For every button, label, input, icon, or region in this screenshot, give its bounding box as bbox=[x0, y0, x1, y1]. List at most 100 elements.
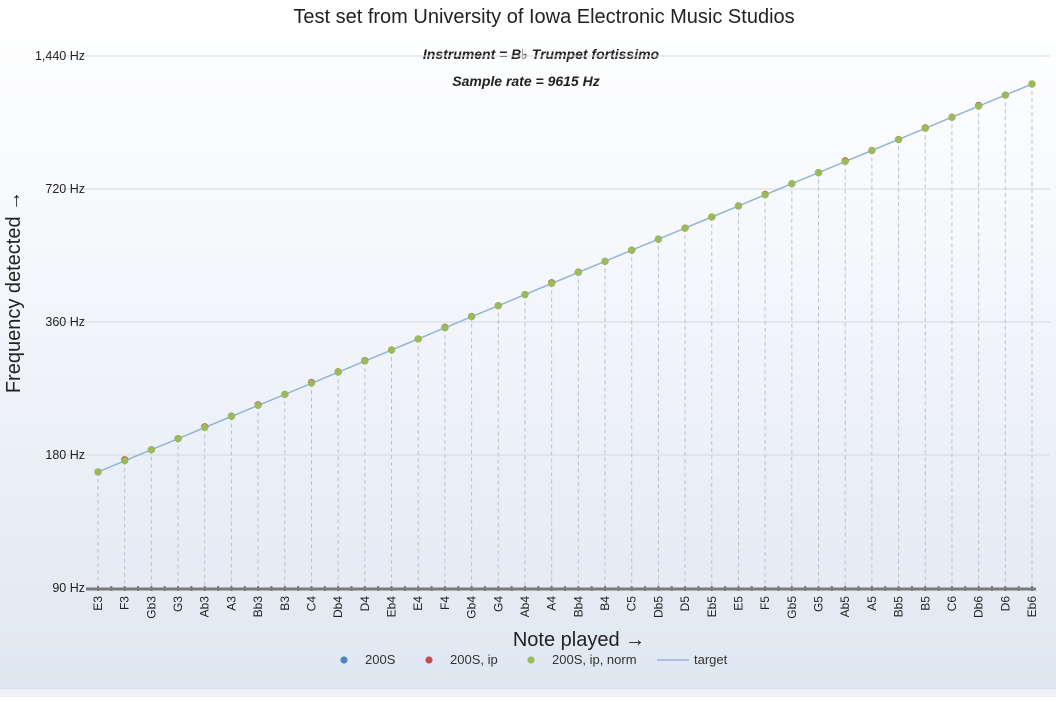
x-tick-label-8: C4 bbox=[304, 596, 318, 612]
point-series-2-0 bbox=[94, 468, 102, 476]
point-series-2-12 bbox=[414, 335, 422, 343]
point-series-2-7 bbox=[281, 390, 289, 398]
x-tick-label-18: Bb4 bbox=[571, 596, 585, 618]
x-tick-label-1: F3 bbox=[118, 596, 132, 610]
legend-marker-0 bbox=[340, 656, 348, 664]
legend-marker-1 bbox=[425, 656, 433, 664]
x-tick-label-16: Ab4 bbox=[518, 596, 532, 618]
point-series-2-15 bbox=[494, 302, 502, 310]
x-tick-label-32: C6 bbox=[945, 596, 959, 612]
point-series-2-26 bbox=[788, 180, 796, 188]
x-tick-label-17: A4 bbox=[545, 596, 559, 611]
x-tick-label-4: Ab3 bbox=[198, 596, 212, 618]
x-tick-label-13: F4 bbox=[438, 596, 452, 610]
chart-title: Test set from University of Iowa Electro… bbox=[293, 6, 794, 28]
y-axis-title: Frequency detected → bbox=[3, 191, 25, 393]
legend-label-0: 200S bbox=[365, 652, 396, 667]
x-tick-label-14: Gb4 bbox=[465, 596, 479, 619]
point-series-2-35 bbox=[1028, 80, 1036, 88]
x-tick-label-26: Gb5 bbox=[785, 596, 799, 619]
y-tick-label-4: 1,440 Hz bbox=[35, 49, 85, 63]
x-tick-label-35: Eb6 bbox=[1025, 596, 1039, 618]
x-tick-label-3: G3 bbox=[171, 596, 185, 612]
x-tick-label-25: F5 bbox=[758, 596, 772, 610]
x-tick-label-5: A3 bbox=[224, 596, 238, 611]
point-series-2-4 bbox=[201, 423, 209, 432]
x-tick-label-34: D6 bbox=[998, 596, 1012, 612]
x-tick-label-28: Ab5 bbox=[838, 596, 852, 618]
y-tick-label-2: 360 Hz bbox=[45, 315, 85, 329]
drop-lines bbox=[97, 83, 1033, 588]
series-line-target bbox=[97, 83, 1033, 473]
y-tick-label-3: 720 Hz bbox=[45, 182, 85, 196]
point-series-2-10 bbox=[361, 357, 369, 365]
x-tick-label-33: Db6 bbox=[972, 596, 986, 618]
point-series-2-27 bbox=[814, 169, 823, 177]
legend-label-1: 200S, ip bbox=[450, 652, 498, 667]
point-series-2-13 bbox=[441, 324, 449, 332]
x-tick-label-12: E4 bbox=[411, 596, 425, 611]
legend-label-3: target bbox=[694, 652, 728, 667]
point-series-2-30 bbox=[894, 135, 903, 144]
x-tick-label-31: B5 bbox=[918, 596, 932, 611]
point-series-2-34 bbox=[1001, 91, 1009, 99]
x-tick-label-15: G4 bbox=[491, 596, 505, 612]
point-series-2-11 bbox=[387, 346, 396, 354]
annotation-instrument: Instrument = B♭ Trumpet fortissimo bbox=[423, 46, 660, 62]
x-axis bbox=[86, 586, 1036, 591]
point-series-2-28 bbox=[841, 157, 849, 166]
point-series-2-19 bbox=[601, 257, 609, 265]
x-tick-label-7: B3 bbox=[278, 596, 292, 611]
x-tick-label-24: E5 bbox=[731, 596, 745, 611]
x-tick-label-20: C5 bbox=[625, 596, 639, 612]
x-tick-label-22: D5 bbox=[678, 596, 692, 612]
x-tick-label-11: Eb4 bbox=[385, 596, 399, 618]
point-series-2-9 bbox=[334, 368, 342, 376]
x-tick-label-10: D4 bbox=[358, 596, 372, 612]
point-series-2-1 bbox=[121, 457, 129, 465]
point-series-2-17 bbox=[548, 279, 556, 288]
point-series-2-33 bbox=[975, 102, 983, 110]
point-series-2-2 bbox=[147, 446, 155, 454]
x-tick-label-0: E3 bbox=[91, 596, 105, 611]
legend: 200S 200S, ip 200S, ip, norm target bbox=[340, 652, 728, 667]
data-points bbox=[94, 80, 1036, 476]
legend-marker-2 bbox=[527, 656, 535, 664]
x-tick-label-30: Bb5 bbox=[892, 596, 906, 618]
x-tick-label-19: B4 bbox=[598, 596, 612, 611]
point-series-2-20 bbox=[628, 246, 636, 254]
point-series-2-21 bbox=[654, 235, 663, 243]
x-axis-ticks: E3 F3 Gb3 G3 Ab3 A3 Bb3 B3 C4 Db4 D4 Eb4 E4 F4 Gb4 G4 Ab… bbox=[91, 596, 1039, 619]
x-tick-label-2: Gb3 bbox=[144, 596, 158, 619]
point-series-2-22 bbox=[681, 224, 689, 232]
x-tick-label-23: Eb5 bbox=[705, 596, 719, 618]
point-series-2-31 bbox=[921, 124, 929, 132]
target-line-layer bbox=[97, 83, 1033, 473]
point-series-2-18 bbox=[574, 268, 582, 276]
bottom-strip bbox=[0, 688, 1056, 697]
legend-label-2: 200S, ip, norm bbox=[552, 652, 637, 667]
point-series-2-5 bbox=[227, 412, 236, 421]
annotation-sample-rate: Sample rate = 9615 Hz bbox=[452, 73, 599, 89]
point-series-2-8 bbox=[307, 379, 316, 387]
x-tick-label-27: G5 bbox=[812, 596, 826, 612]
x-tick-label-21: Db5 bbox=[651, 596, 665, 618]
point-series-2-6 bbox=[254, 401, 262, 409]
y-axis-ticks: 90 Hz 180 Hz 360 Hz 720 Hz 1,440 Hz bbox=[35, 49, 85, 595]
y-tick-label-1: 180 Hz bbox=[45, 448, 85, 462]
point-series-2-23 bbox=[708, 213, 716, 221]
gridlines bbox=[60, 55, 1050, 456]
point-series-2-14 bbox=[468, 313, 476, 321]
point-series-2-32 bbox=[948, 113, 956, 121]
y-tick-label-0: 90 Hz bbox=[52, 581, 85, 595]
x-tick-label-6: Bb3 bbox=[251, 596, 265, 618]
x-tick-label-29: A5 bbox=[865, 596, 879, 611]
point-series-2-3 bbox=[174, 435, 182, 443]
x-axis-title: Note played → bbox=[513, 629, 645, 651]
point-series-2-16 bbox=[521, 290, 529, 299]
point-series-2-29 bbox=[868, 146, 876, 155]
point-series-2-24 bbox=[734, 202, 743, 210]
x-tick-label-9: Db4 bbox=[331, 596, 345, 618]
